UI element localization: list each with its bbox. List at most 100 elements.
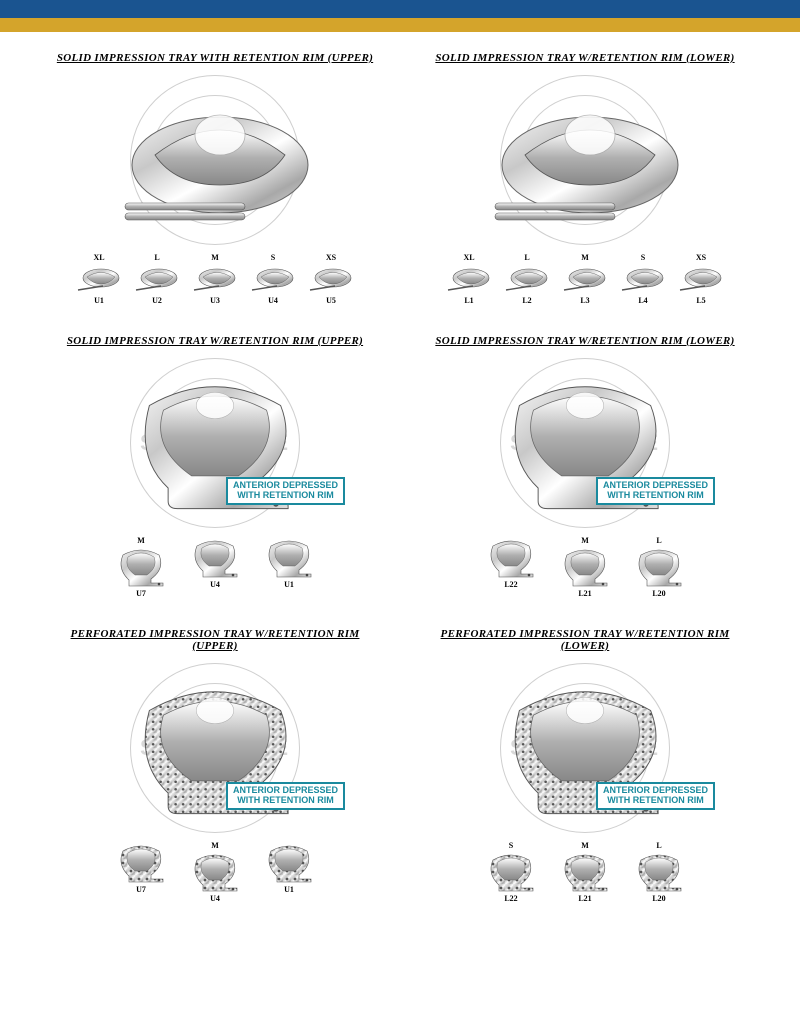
product-illustration: SI SURGICOSE (445, 72, 725, 247)
variant-item: L22 (481, 536, 541, 598)
variant-size: M (137, 536, 145, 545)
variant-tray-icon (555, 547, 615, 587)
variant-tray-icon (629, 852, 689, 892)
callout-line2: WITH RETENTION RIM (607, 490, 704, 500)
product-title: SOLID IMPRESSION TRAY W/RETENTION RIM (L… (435, 335, 734, 347)
callout-line2: WITH RETENTION RIM (237, 490, 334, 500)
callout-line1: ANTERIOR DEPRESSED (603, 785, 708, 795)
variant-item: L U2 (135, 253, 179, 305)
product-illustration: SI SURGICOSE ANTERIOR DEPRESSEDWITH RETE… (75, 355, 355, 530)
variant-item: M L21 (555, 841, 615, 903)
product-cell: SOLID IMPRESSION TRAY WITH RETENTION RIM… (50, 52, 380, 305)
header-bar-top (0, 0, 800, 18)
variant-tray-icon (193, 264, 237, 294)
variant-row: XL L1 L L2 M L3 S L4 XS L5 (447, 253, 723, 305)
variant-tray-icon (185, 852, 245, 892)
product-cell: PERFORATED IMPRESSION TRAY W/RETENTION R… (50, 628, 380, 903)
product-cell: SOLID IMPRESSION TRAY W/RETENTION RIM (L… (420, 52, 750, 305)
variant-tray-icon (77, 264, 121, 294)
variant-size: XL (463, 253, 474, 262)
variant-code: U1 (284, 580, 294, 589)
product-title: SOLID IMPRESSION TRAY WITH RETENTION RIM… (57, 52, 373, 64)
variant-item: M U4 (185, 841, 245, 903)
variant-tray-icon (563, 264, 607, 294)
product-title: SOLID IMPRESSION TRAY W/RETENTION RIM (L… (435, 52, 734, 64)
variant-tray-icon (481, 852, 541, 892)
variant-item: S L4 (621, 253, 665, 305)
variant-size: L (154, 253, 159, 262)
variant-code: U7 (136, 589, 146, 598)
variant-size: L (656, 841, 661, 850)
product-title: SOLID IMPRESSION TRAY W/RETENTION RIM (U… (67, 335, 363, 347)
variant-size: XS (326, 253, 336, 262)
variant-item: U7 (111, 841, 171, 903)
variant-size: L (524, 253, 529, 262)
variant-item: M U3 (193, 253, 237, 305)
header-bar-gold (0, 18, 800, 32)
callout-line2: WITH RETENTION RIM (237, 795, 334, 805)
variant-item: L L20 (629, 536, 689, 598)
product-cell: PERFORATED IMPRESSION TRAY W/RETENTION R… (420, 628, 750, 903)
variant-code: U1 (94, 296, 104, 305)
callout-label: ANTERIOR DEPRESSEDWITH RETENTION RIM (596, 477, 715, 505)
product-cell: SOLID IMPRESSION TRAY W/RETENTION RIM (L… (420, 335, 750, 598)
product-title: PERFORATED IMPRESSION TRAY W/RETENTION R… (420, 628, 750, 652)
variant-code: L20 (652, 589, 665, 598)
variant-item: M L3 (563, 253, 607, 305)
product-cell: SOLID IMPRESSION TRAY W/RETENTION RIM (U… (50, 335, 380, 598)
callout-label: ANTERIOR DEPRESSEDWITH RETENTION RIM (226, 782, 345, 810)
variant-tray-icon (111, 843, 171, 883)
variant-size: S (271, 253, 275, 262)
variant-item: U4 (185, 536, 245, 598)
variant-code: L20 (652, 894, 665, 903)
variant-tray-icon (259, 843, 319, 883)
callout-line1: ANTERIOR DEPRESSED (233, 480, 338, 490)
callout-label: ANTERIOR DEPRESSEDWITH RETENTION RIM (596, 782, 715, 810)
callout-label: ANTERIOR DEPRESSEDWITH RETENTION RIM (226, 477, 345, 505)
variant-code: U4 (210, 894, 220, 903)
variant-item: S L22 (481, 841, 541, 903)
variant-tray-icon (555, 852, 615, 892)
product-illustration: SI SURGICOSE ANTERIOR DEPRESSEDWITH RETE… (75, 660, 355, 835)
variant-tray-icon (111, 547, 171, 587)
variant-code: L1 (464, 296, 473, 305)
callout-line1: ANTERIOR DEPRESSED (603, 480, 708, 490)
variant-code: U1 (284, 885, 294, 894)
variant-code: L21 (578, 894, 591, 903)
variant-tray-icon (309, 264, 353, 294)
variant-size: L (656, 536, 661, 545)
variant-tray-icon (185, 538, 245, 578)
product-illustration: SI SURGICOSE (75, 72, 355, 247)
variant-item: M L21 (555, 536, 615, 598)
variant-size: S (509, 841, 513, 850)
page-content: SOLID IMPRESSION TRAY WITH RETENTION RIM… (0, 32, 800, 933)
callout-line1: ANTERIOR DEPRESSED (233, 785, 338, 795)
variant-item: XL U1 (77, 253, 121, 305)
variant-size: XS (696, 253, 706, 262)
variant-tray-icon (629, 547, 689, 587)
variant-size: M (581, 536, 589, 545)
variant-code: L5 (696, 296, 705, 305)
variant-tray-icon (481, 538, 541, 578)
variant-row: M U7 U4 U1 (111, 536, 319, 598)
variant-size: XL (93, 253, 104, 262)
variant-item: M U7 (111, 536, 171, 598)
variant-item: U1 (259, 841, 319, 903)
product-illustration: SI SURGICOSE ANTERIOR DEPRESSEDWITH RETE… (445, 355, 725, 530)
variant-code: L2 (522, 296, 531, 305)
variant-row: S L22 M L21 L L20 (481, 841, 689, 903)
variant-code: L22 (504, 580, 517, 589)
variant-code: L4 (638, 296, 647, 305)
variant-code: L3 (580, 296, 589, 305)
variant-row: U7 M U4 U1 (111, 841, 319, 903)
variant-size: M (581, 253, 589, 262)
variant-tray-icon (621, 264, 665, 294)
variant-tray-icon (259, 538, 319, 578)
tray-solid-icon (475, 85, 695, 235)
variant-code: U3 (210, 296, 220, 305)
header-bars (0, 0, 800, 32)
variant-tray-icon (505, 264, 549, 294)
variant-code: U5 (326, 296, 336, 305)
product-title: PERFORATED IMPRESSION TRAY W/RETENTION R… (50, 628, 380, 652)
variant-code: L21 (578, 589, 591, 598)
